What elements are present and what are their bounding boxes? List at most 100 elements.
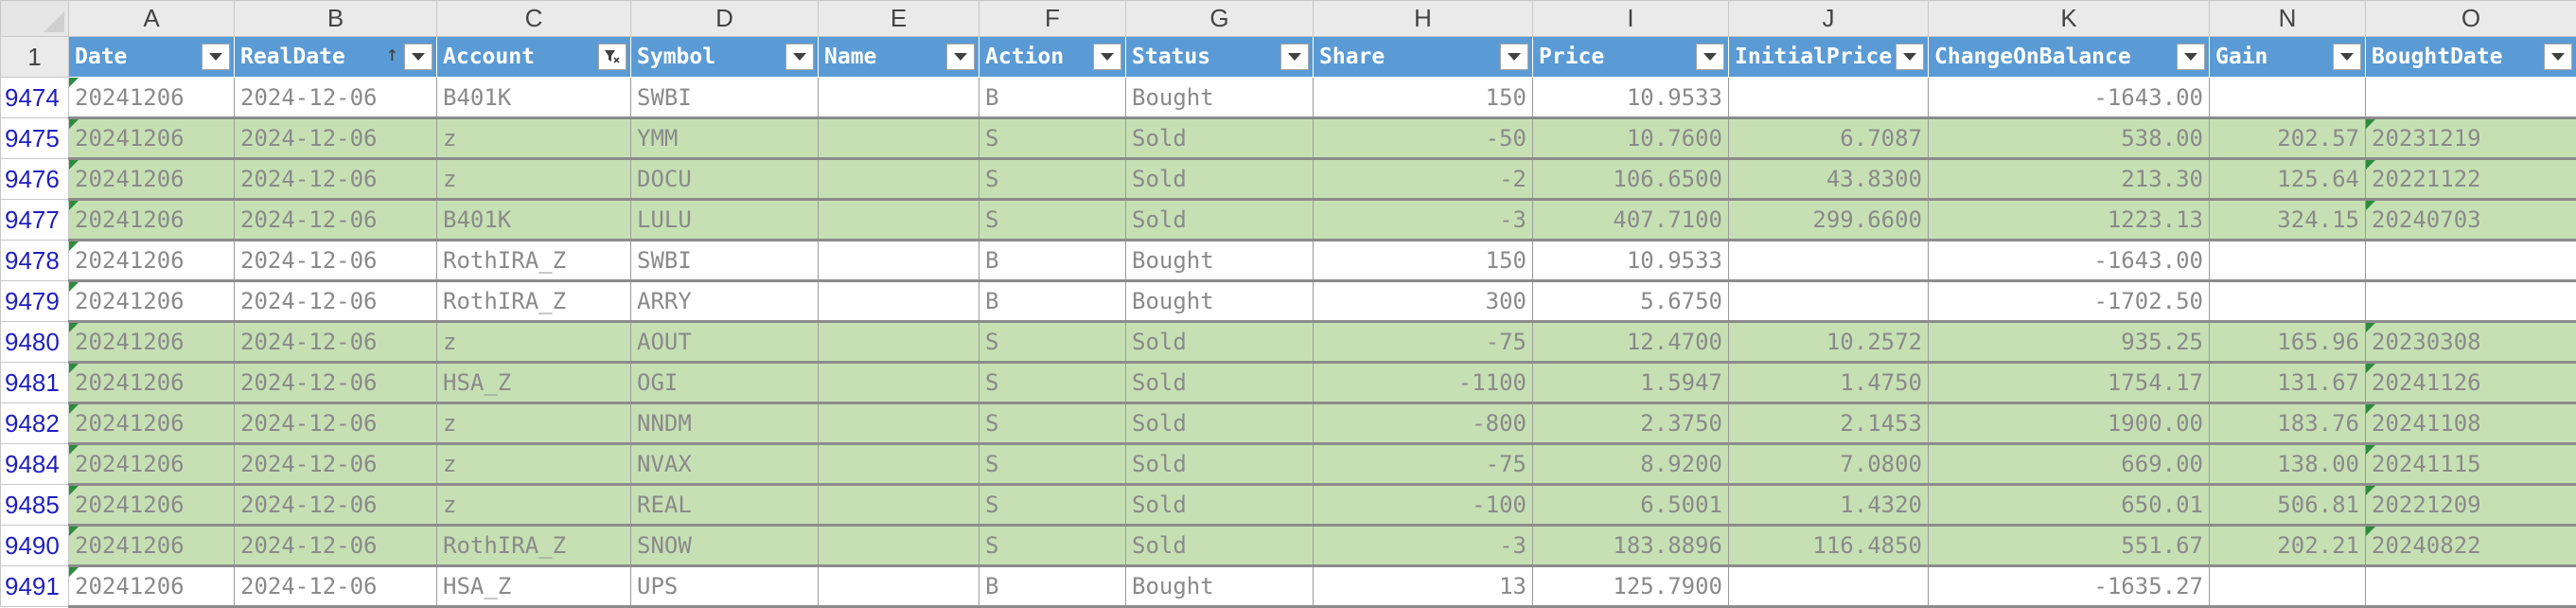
cell-name[interactable] [819, 526, 979, 566]
cell-realdate[interactable]: 2024-12-06 [235, 322, 437, 363]
cell-gain[interactable]: 183.76 [2210, 403, 2366, 444]
cell-realdate[interactable]: 2024-12-06 [235, 566, 437, 607]
cell-name[interactable] [819, 444, 979, 485]
cell-action[interactable]: S [979, 159, 1126, 200]
cell-gain[interactable] [2210, 281, 2366, 322]
cell-boughtdate[interactable]: 20231219 [2366, 118, 2576, 159]
cell-price[interactable]: 407.7100 [1533, 200, 1729, 241]
cell-gain[interactable]: 202.57 [2210, 118, 2366, 159]
cell-changeonbalance[interactable]: 935.25 [1929, 322, 2210, 363]
cell-status[interactable]: Bought [1126, 78, 1314, 118]
row-number[interactable]: 9479 [1, 281, 69, 322]
row-number[interactable]: 9484 [1, 444, 69, 485]
cell-changeonbalance[interactable]: 213.30 [1929, 159, 2210, 200]
cell-date[interactable]: 20241206 [69, 200, 235, 241]
cell-initialprice[interactable]: 116.4850 [1729, 526, 1929, 566]
cell-name[interactable] [819, 485, 979, 526]
cell-date[interactable]: 20241206 [69, 444, 235, 485]
cell-changeonbalance[interactable]: -1702.50 [1929, 281, 2210, 322]
filter-applied-icon[interactable] [598, 44, 626, 70]
row-number[interactable]: 9490 [1, 526, 69, 566]
cell-changeonbalance[interactable]: 1223.13 [1929, 200, 2210, 241]
cell-share[interactable]: -75 [1314, 444, 1533, 485]
cell-gain[interactable]: 131.67 [2210, 363, 2366, 403]
cell-date[interactable]: 20241206 [69, 281, 235, 322]
row-number[interactable]: 9482 [1, 403, 69, 444]
cell-status[interactable]: Sold [1126, 159, 1314, 200]
cell-boughtdate[interactable] [2366, 241, 2576, 281]
cell-name[interactable] [819, 200, 979, 241]
row-number[interactable]: 9480 [1, 322, 69, 363]
cell-status[interactable]: Sold [1126, 526, 1314, 566]
cell-initialprice[interactable]: 6.7087 [1729, 118, 1929, 159]
cell-changeonbalance[interactable]: -1643.00 [1929, 241, 2210, 281]
filter-dropdown-button[interactable] [1896, 44, 1924, 70]
cell-account[interactable]: RothIRA_Z [437, 526, 631, 566]
cell-action[interactable]: B [979, 241, 1126, 281]
cell-initialprice[interactable]: 2.1453 [1729, 403, 1929, 444]
column-header-o[interactable]: O [2366, 1, 2576, 37]
cell-realdate[interactable]: 2024-12-06 [235, 78, 437, 118]
cell-gain[interactable]: 506.81 [2210, 485, 2366, 526]
cell-status[interactable]: Sold [1126, 118, 1314, 159]
cell-date[interactable]: 20241206 [69, 78, 235, 118]
cell-name[interactable] [819, 566, 979, 607]
cell-share[interactable]: -3 [1314, 200, 1533, 241]
cell-realdate[interactable]: 2024-12-06 [235, 363, 437, 403]
filter-dropdown-button[interactable] [404, 44, 432, 70]
cell-boughtdate[interactable]: 20241115 [2366, 444, 2576, 485]
cell-share[interactable]: -50 [1314, 118, 1533, 159]
column-header-n[interactable]: N [2210, 1, 2366, 37]
cell-symbol[interactable]: OGI [631, 363, 819, 403]
column-header-e[interactable]: E [819, 1, 979, 37]
row-number[interactable]: 9474 [1, 78, 69, 118]
cell-status[interactable]: Sold [1126, 403, 1314, 444]
cell-boughtdate[interactable]: 20221122 [2366, 159, 2576, 200]
row-number[interactable]: 9477 [1, 200, 69, 241]
column-header-h[interactable]: H [1314, 1, 1533, 37]
cell-symbol[interactable]: NNDM [631, 403, 819, 444]
cell-share[interactable]: 300 [1314, 281, 1533, 322]
cell-symbol[interactable]: UPS [631, 566, 819, 607]
cell-realdate[interactable]: 2024-12-06 [235, 159, 437, 200]
cell-share[interactable]: -3 [1314, 526, 1533, 566]
filter-dropdown-button[interactable] [1093, 44, 1121, 70]
cell-gain[interactable]: 138.00 [2210, 444, 2366, 485]
cell-date[interactable]: 20241206 [69, 118, 235, 159]
cell-realdate[interactable]: 2024-12-06 [235, 281, 437, 322]
cell-price[interactable]: 125.7900 [1533, 566, 1729, 607]
cell-changeonbalance[interactable]: 551.67 [1929, 526, 2210, 566]
cell-price[interactable]: 10.7600 [1533, 118, 1729, 159]
column-header-d[interactable]: D [631, 1, 819, 37]
cell-action[interactable]: S [979, 118, 1126, 159]
cell-price[interactable]: 2.3750 [1533, 403, 1729, 444]
cell-symbol[interactable]: DOCU [631, 159, 819, 200]
cell-initialprice[interactable]: 43.8300 [1729, 159, 1929, 200]
cell-gain[interactable]: 202.21 [2210, 526, 2366, 566]
cell-name[interactable] [819, 322, 979, 363]
cell-realdate[interactable]: 2024-12-06 [235, 118, 437, 159]
cell-changeonbalance[interactable]: 1900.00 [1929, 403, 2210, 444]
cell-share[interactable]: 150 [1314, 78, 1533, 118]
cell-gain[interactable]: 165.96 [2210, 322, 2366, 363]
cell-share[interactable]: 13 [1314, 566, 1533, 607]
filter-dropdown-button[interactable] [785, 44, 814, 70]
cell-symbol[interactable]: AOUT [631, 322, 819, 363]
cell-realdate[interactable]: 2024-12-06 [235, 200, 437, 241]
select-all-corner[interactable] [1, 1, 69, 37]
cell-gain[interactable]: 324.15 [2210, 200, 2366, 241]
cell-boughtdate[interactable] [2366, 78, 2576, 118]
cell-changeonbalance[interactable]: 650.01 [1929, 485, 2210, 526]
column-header-k[interactable]: K [1929, 1, 2210, 37]
filter-dropdown-button[interactable] [1696, 44, 1724, 70]
cell-account[interactable]: z [437, 444, 631, 485]
cell-symbol[interactable]: LULU [631, 200, 819, 241]
column-header-a[interactable]: A [69, 1, 235, 37]
cell-account[interactable]: HSA_Z [437, 363, 631, 403]
cell-account[interactable]: z [437, 159, 631, 200]
cell-gain[interactable] [2210, 566, 2366, 607]
row-number[interactable]: 9485 [1, 485, 69, 526]
cell-date[interactable]: 20241206 [69, 566, 235, 607]
cell-account[interactable]: z [437, 485, 631, 526]
cell-name[interactable] [819, 363, 979, 403]
